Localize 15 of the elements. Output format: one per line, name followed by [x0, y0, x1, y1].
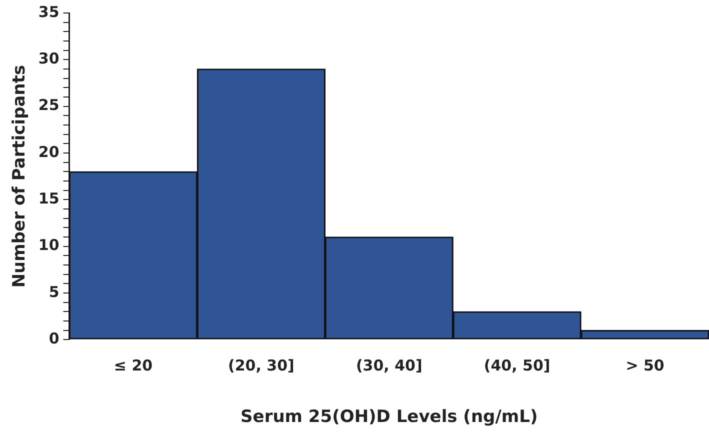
- y-tick-label: 35: [38, 2, 60, 21]
- x-axis-title: Serum 25(OH)D Levels (ng/mL): [240, 407, 538, 428]
- y-tick-label: 20: [38, 142, 60, 161]
- x-tick-label: (20, 30]: [228, 356, 294, 374]
- y-tick-label: 0: [48, 329, 60, 348]
- x-tick-label: (30, 40]: [356, 356, 422, 374]
- y-axis-title: Number of Participants: [10, 64, 30, 288]
- x-tick-label: (40, 50]: [484, 356, 550, 374]
- y-tick-label: 5: [48, 282, 60, 301]
- y-tick-label: 15: [38, 190, 60, 208]
- x-tick-label: > 50: [626, 356, 664, 374]
- y-tick-label: 30: [38, 50, 60, 68]
- y-tick-label: 10: [38, 236, 60, 254]
- y-tick-label: 25: [38, 96, 60, 114]
- x-tick-label: ≤ 20: [114, 356, 153, 374]
